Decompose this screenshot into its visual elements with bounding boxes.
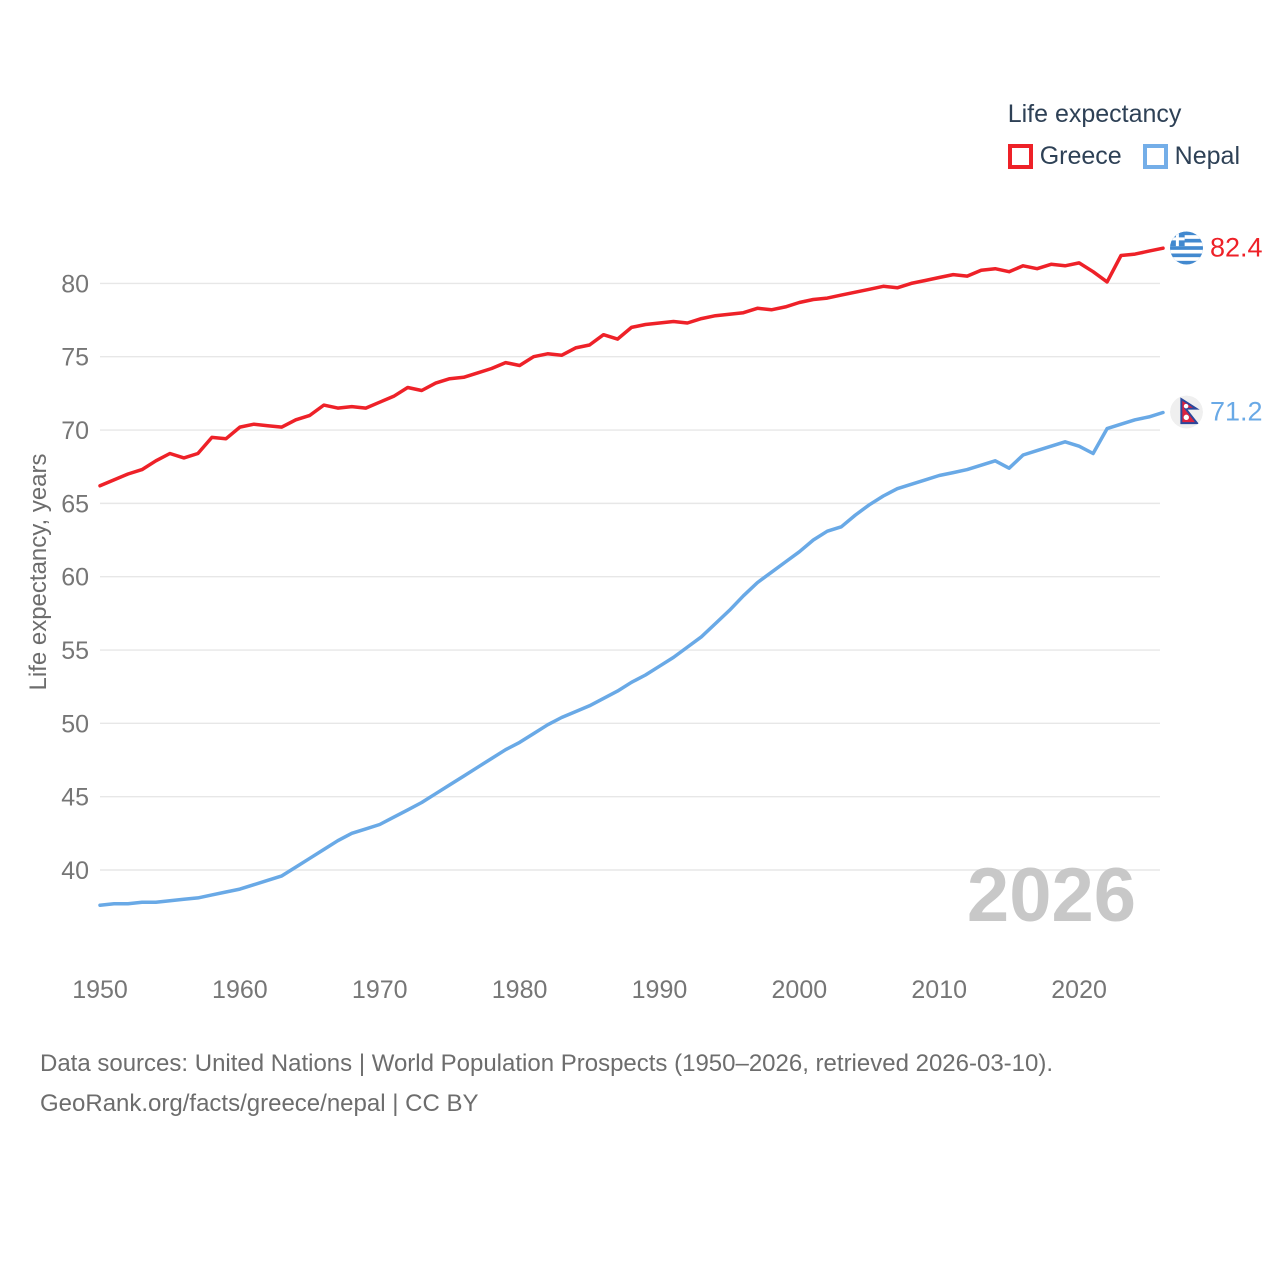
y-tick-label: 70 [61,417,89,445]
x-tick-label: 1960 [212,976,268,1004]
y-axis-title: Life expectancy, years [25,453,52,690]
nepal-flag-icon [1170,395,1203,429]
x-tick-label: 2020 [1051,976,1107,1004]
greece-flag-icon [1170,231,1203,265]
y-tick-label: 40 [61,857,89,885]
x-tick-label: 1950 [72,976,128,1004]
y-tick-label: 50 [61,710,89,738]
legend-label-nepal: Nepal [1174,142,1240,170]
legend-items: Greece Nepal [1007,142,1240,171]
footer: Data sources: United Nations | World Pop… [40,1044,1053,1124]
y-tick-label: 45 [61,784,89,812]
nepal-swatch-icon [1142,144,1168,169]
footer-data-sources: Data sources: United Nations | World Pop… [40,1050,1054,1077]
legend-title: Life expectancy [1007,100,1182,128]
x-tick-label: 2010 [911,976,967,1004]
y-tick-label: 60 [61,564,89,592]
legend-item-greece[interactable]: Greece [1007,142,1122,171]
series-line-greece [98,246,1165,488]
x-tick-label: 1980 [492,976,548,1004]
footer-attribution: GeoRank.org/facts/greece/nepal | CC BY [40,1090,479,1117]
watermark-text: 2026 [967,853,1136,938]
legend-item-nepal[interactable]: Nepal [1142,142,1240,171]
x-tick-label: 2000 [772,976,828,1004]
greece-end-value: 82.4 [1210,232,1263,263]
y-tick-label: 80 [61,270,89,298]
y-tick-label: 55 [61,637,89,665]
series-line-nepal [98,410,1165,907]
nepal-end-value: 71.2 [1210,396,1263,427]
nepal-end-marker: 71.2 [1170,395,1263,429]
greece-swatch-icon [1007,144,1033,169]
legend-label-greece: Greece [1039,142,1122,170]
y-tick-label: 65 [61,490,89,518]
chart-legend: Life expectancy Greece Nepal [1007,100,1240,171]
y-tick-label: 75 [61,344,89,372]
x-tick-label: 1990 [632,976,688,1004]
x-tick-label: 1970 [352,976,408,1004]
greece-end-marker: 82.4 [1170,231,1263,265]
